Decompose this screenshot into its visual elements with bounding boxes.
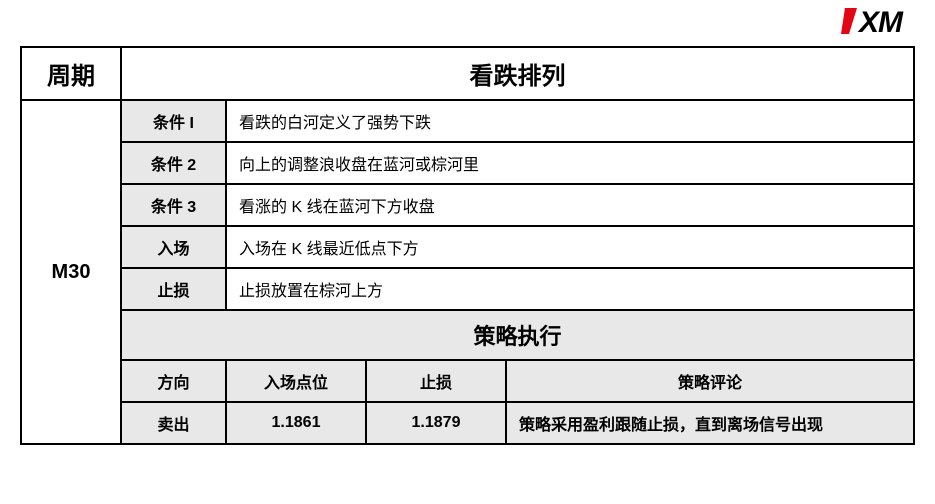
condition-row-2: 条件 2 向上的调整浪收盘在蓝河或棕河里 (21, 142, 914, 184)
condition-label: 条件 2 (121, 142, 226, 184)
execution-data-row: 卖出 1.1861 1.1879 策略采用盈利跟随止损，直到离场信号出现 (21, 402, 914, 444)
pattern-title: 看跌排列 (121, 47, 914, 100)
condition-text: 向上的调整浪收盘在蓝河或棕河里 (226, 142, 914, 184)
execution-title: 策略执行 (121, 310, 914, 360)
condition-text: 看涨的 K 线在蓝河下方收盘 (226, 184, 914, 226)
period-cell: M30 (21, 100, 121, 444)
table-header-row: 周期 看跌排列 (21, 47, 914, 100)
stoploss-price-value: 1.1879 (366, 402, 506, 444)
execution-header-row: 策略执行 (21, 310, 914, 360)
xm-logo: XM (841, 6, 913, 36)
stoploss-price-header: 止损 (366, 360, 506, 402)
direction-header: 方向 (121, 360, 226, 402)
condition-row-3: 条件 3 看涨的 K 线在蓝河下方收盘 (21, 184, 914, 226)
entry-label: 入场 (121, 226, 226, 268)
condition-text: 看跌的白河定义了强势下跌 (226, 100, 914, 142)
svg-text:XM: XM (857, 6, 904, 36)
period-column-header: 周期 (21, 47, 121, 100)
comment-header: 策略评论 (506, 360, 914, 402)
comment-value: 策略采用盈利跟随止损，直到离场信号出现 (506, 402, 914, 444)
entry-text: 入场在 K 线最近低点下方 (226, 226, 914, 268)
direction-value: 卖出 (121, 402, 226, 444)
condition-label: 条件 3 (121, 184, 226, 226)
entry-price-header: 入场点位 (226, 360, 366, 402)
entry-row: 入场 入场在 K 线最近低点下方 (21, 226, 914, 268)
stoploss-row: 止损 止损放置在棕河上方 (21, 268, 914, 310)
strategy-table: 周期 看跌排列 M30 条件 I 看跌的白河定义了强势下跌 条件 2 向上的调整… (20, 46, 915, 445)
execution-columns-row: 方向 入场点位 止损 策略评论 (21, 360, 914, 402)
stoploss-label: 止损 (121, 268, 226, 310)
condition-row-1: M30 条件 I 看跌的白河定义了强势下跌 (21, 100, 914, 142)
entry-price-value: 1.1861 (226, 402, 366, 444)
stoploss-text: 止损放置在棕河上方 (226, 268, 914, 310)
condition-label: 条件 I (121, 100, 226, 142)
